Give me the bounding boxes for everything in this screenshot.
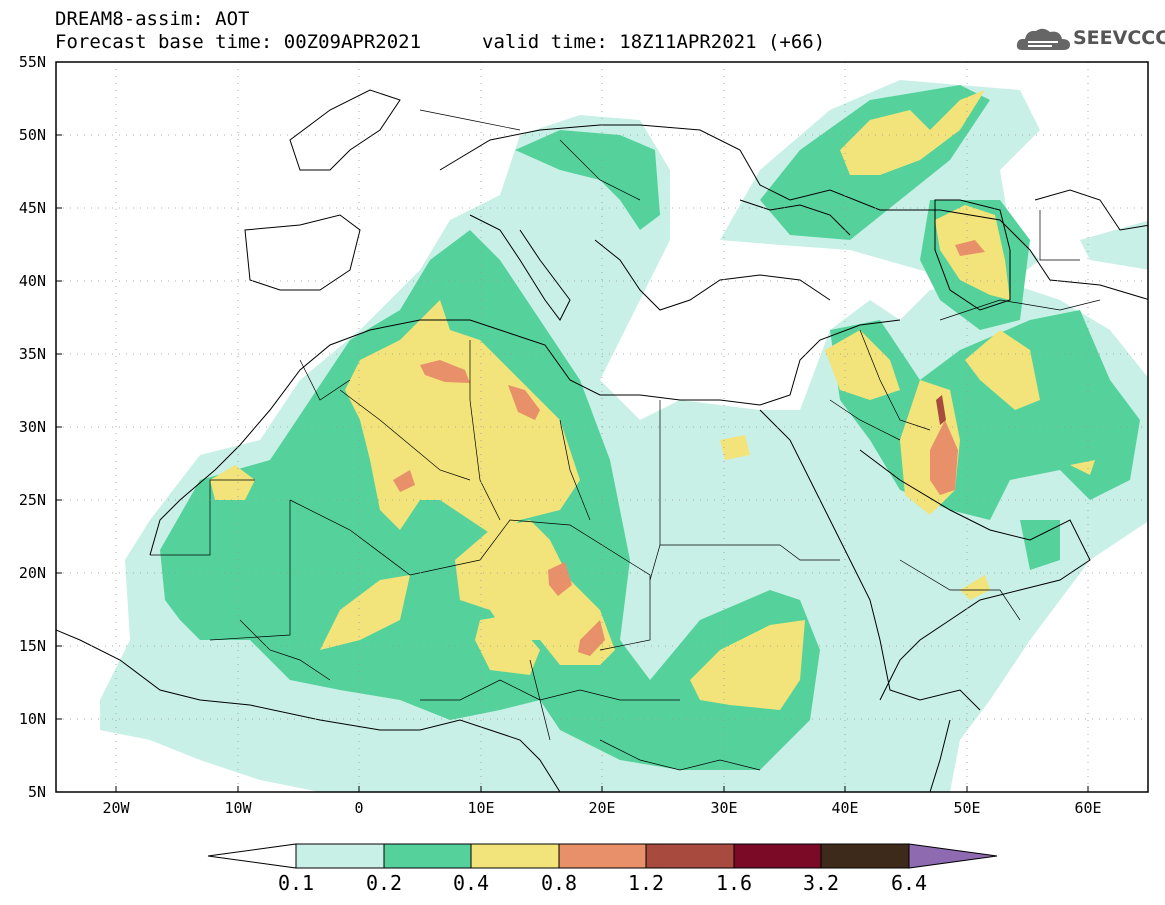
logo-text: SEEVCCC: [1073, 27, 1165, 49]
colorbar-swatch-7: [820, 843, 910, 869]
lon-label: 10W: [224, 799, 252, 817]
lat-label: 55N: [18, 53, 46, 71]
lat-label: 10N: [18, 710, 46, 728]
lat-label: 15N: [18, 637, 46, 655]
lat-label: 20N: [18, 564, 46, 582]
colorbar-label: 1.2: [627, 871, 665, 895]
lat-label: 50N: [18, 126, 46, 144]
forecast-base-time: Forecast base time: 00Z09APR2021: [55, 31, 422, 53]
colorbar: [207, 843, 998, 869]
colorbar-swatch-5: [645, 843, 735, 869]
country-borders: [150, 109, 1101, 771]
lat-label: 30N: [18, 418, 46, 436]
lon-label: 10E: [467, 799, 495, 817]
colorbar-swatch-4: [558, 843, 647, 869]
colorbar-right-arrow: [908, 843, 998, 869]
lon-label: 40E: [831, 799, 859, 817]
lon-label: 0: [354, 799, 364, 817]
chart-title: DREAM8-assim: AOT: [55, 8, 250, 30]
colorbar-label: 1.6: [715, 871, 753, 895]
colorbar-label: 3.2: [802, 871, 840, 895]
lon-label: 20E: [588, 799, 616, 817]
graticule: [56, 62, 1148, 792]
colorbar-swatch-2: [383, 843, 472, 869]
axis-ticks: [56, 61, 1089, 793]
lat-label: 25N: [18, 491, 46, 509]
lon-label: 50E: [953, 799, 981, 817]
valid-time: valid time: 18Z11APR2021 (+66): [482, 31, 826, 53]
lat-label: 35N: [18, 345, 46, 363]
colorbar-swatch-1: [295, 843, 385, 869]
colorbar-label: 0.1: [277, 871, 315, 895]
seevccc-logo: SEEVCCC: [1016, 24, 1165, 54]
lat-label: 45N: [18, 199, 46, 217]
colorbar-label: 0.2: [365, 871, 403, 895]
colorbar-label: 6.4: [890, 871, 928, 895]
colorbar-label: 0.4: [452, 871, 490, 895]
lon-label: 30E: [710, 799, 738, 817]
aot-band-0.4: [210, 90, 1095, 710]
colorbar-swatch-3: [470, 843, 560, 869]
cloud-logo-icon: [1016, 28, 1070, 50]
colorbar-label: 0.8: [540, 871, 578, 895]
colorbar-left-arrow: [207, 843, 297, 869]
lat-label: 40N: [18, 272, 46, 290]
lat-label: 5N: [27, 783, 46, 801]
coastlines: [56, 89, 1148, 792]
colorbar-swatch-6: [733, 843, 822, 869]
aot-band-0.8: [393, 240, 985, 656]
aot-band-1.2: [936, 395, 946, 425]
aot-field: [56, 62, 1148, 792]
lon-label: 60E: [1074, 799, 1102, 817]
lon-label: 20W: [102, 799, 130, 817]
